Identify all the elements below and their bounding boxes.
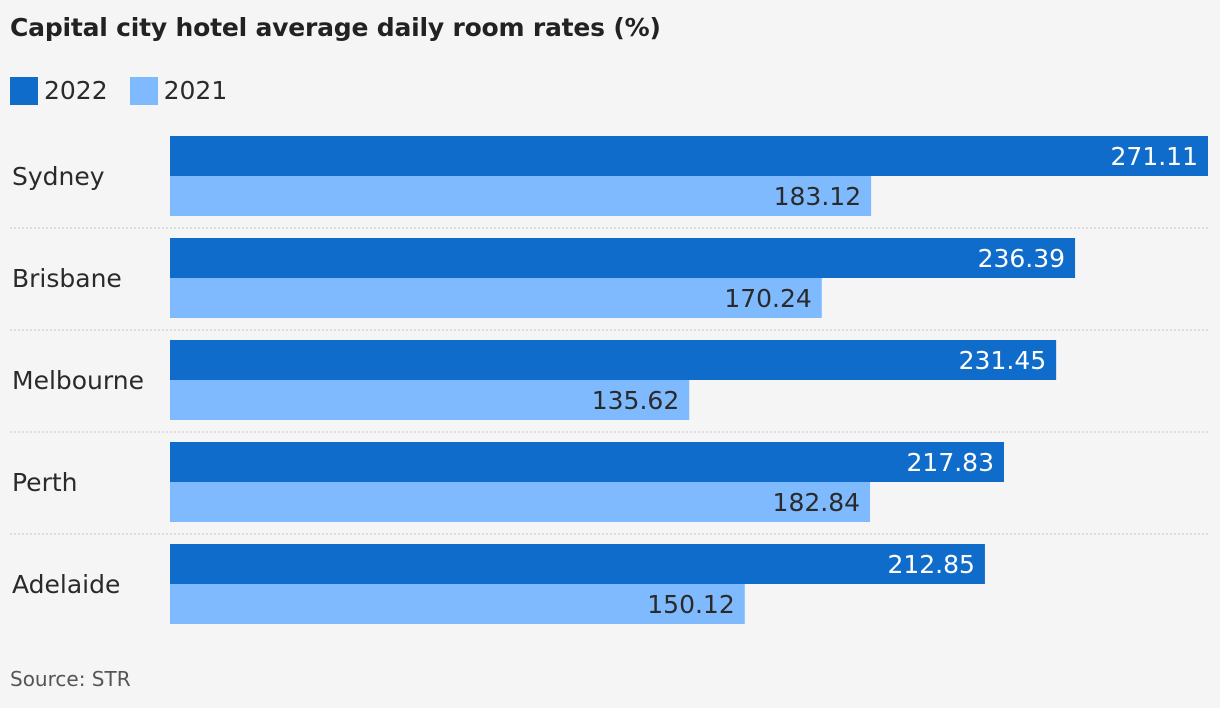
- bar-brisbane-2021: [170, 278, 822, 318]
- legend-item-2021: 2021: [129, 76, 228, 105]
- category-label-perth: Perth: [12, 468, 78, 497]
- bar-adelaide-2021: [170, 584, 745, 624]
- bar-melbourne-2022: [170, 340, 1057, 380]
- data-label-brisbane-2021: 170.24: [724, 284, 811, 313]
- bar-sydney-2022: [170, 136, 1208, 176]
- legend-label-2021: 2021: [163, 76, 228, 105]
- legend: 2022 2021: [10, 76, 249, 105]
- category-label-melbourne: Melbourne: [12, 366, 144, 395]
- bar-perth-2022: [170, 442, 1005, 482]
- bar-sydney-2021: [170, 176, 872, 216]
- data-label-brisbane-2022: 236.39: [978, 244, 1065, 273]
- legend-swatch-2022: [10, 76, 38, 105]
- category-label-brisbane: Brisbane: [12, 264, 122, 293]
- data-label-sydney-2022: 271.11: [1111, 142, 1198, 171]
- data-label-perth-2022: 217.83: [907, 448, 994, 477]
- data-label-perth-2021: 182.84: [773, 488, 860, 517]
- bar-adelaide-2022: [170, 544, 985, 584]
- data-label-melbourne-2022: 231.45: [959, 346, 1046, 375]
- legend-swatch-2021: [129, 76, 158, 105]
- bar-brisbane-2022: [170, 238, 1076, 278]
- data-label-melbourne-2021: 135.62: [592, 386, 679, 415]
- data-label-adelaide-2022: 212.85: [887, 550, 974, 579]
- bar-melbourne-2021: [170, 380, 690, 420]
- source-note: Source: STR: [10, 667, 131, 691]
- category-label-adelaide: Adelaide: [12, 570, 120, 599]
- bar-perth-2021: [170, 482, 871, 522]
- category-label-sydney: Sydney: [12, 162, 105, 191]
- chart-title: Capital city hotel average daily room ra…: [10, 13, 661, 42]
- legend-item-2022: 2022: [10, 76, 108, 105]
- data-label-adelaide-2021: 150.12: [647, 590, 734, 619]
- legend-label-2022: 2022: [44, 76, 108, 105]
- data-label-sydney-2021: 183.12: [774, 182, 861, 211]
